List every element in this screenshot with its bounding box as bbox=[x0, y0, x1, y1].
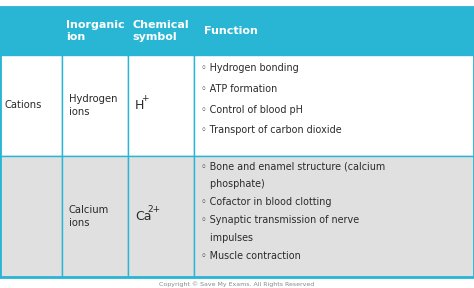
Text: Chemical
symbol: Chemical symbol bbox=[133, 20, 189, 42]
Text: phosphate): phosphate) bbox=[201, 179, 265, 189]
Text: Inorganic
ion: Inorganic ion bbox=[66, 20, 125, 42]
Text: +: + bbox=[141, 94, 149, 103]
Bar bbox=[128, 7, 194, 55]
Text: ◦ Hydrogen bonding: ◦ Hydrogen bonding bbox=[201, 62, 299, 73]
Text: ◦ Cofactor in blood clotting: ◦ Cofactor in blood clotting bbox=[201, 197, 332, 207]
Bar bbox=[62, 55, 128, 156]
Text: Copyright © Save My Exams. All Rights Reserved: Copyright © Save My Exams. All Rights Re… bbox=[159, 281, 315, 287]
Text: ◦ Synaptic transmission of nerve: ◦ Synaptic transmission of nerve bbox=[201, 215, 360, 225]
Bar bbox=[194, 55, 474, 156]
Bar bbox=[194, 156, 474, 277]
Text: ◦ ATP formation: ◦ ATP formation bbox=[201, 84, 278, 94]
Text: ◦ Transport of carbon dioxide: ◦ Transport of carbon dioxide bbox=[201, 126, 342, 135]
Bar bbox=[62, 156, 128, 277]
Text: Calcium
ions: Calcium ions bbox=[69, 205, 109, 228]
Bar bbox=[128, 156, 194, 277]
Text: impulses: impulses bbox=[201, 233, 254, 243]
Text: ◦ Bone and enamel structure (calcium: ◦ Bone and enamel structure (calcium bbox=[201, 161, 386, 171]
Bar bbox=[194, 7, 474, 55]
Text: ◦ Control of blood pH: ◦ Control of blood pH bbox=[201, 105, 303, 115]
Text: ◦ Muscle contraction: ◦ Muscle contraction bbox=[201, 251, 301, 261]
Text: H: H bbox=[135, 99, 145, 112]
Bar bbox=[0, 7, 62, 55]
Text: Function: Function bbox=[204, 26, 258, 36]
Bar bbox=[128, 55, 194, 156]
Text: Ca: Ca bbox=[135, 210, 152, 223]
Bar bbox=[0, 55, 62, 156]
Text: Hydrogen
ions: Hydrogen ions bbox=[69, 94, 117, 117]
Text: 2+: 2+ bbox=[147, 205, 161, 214]
Bar bbox=[62, 7, 128, 55]
Bar bbox=[0, 156, 62, 277]
Text: Cations: Cations bbox=[5, 100, 42, 110]
